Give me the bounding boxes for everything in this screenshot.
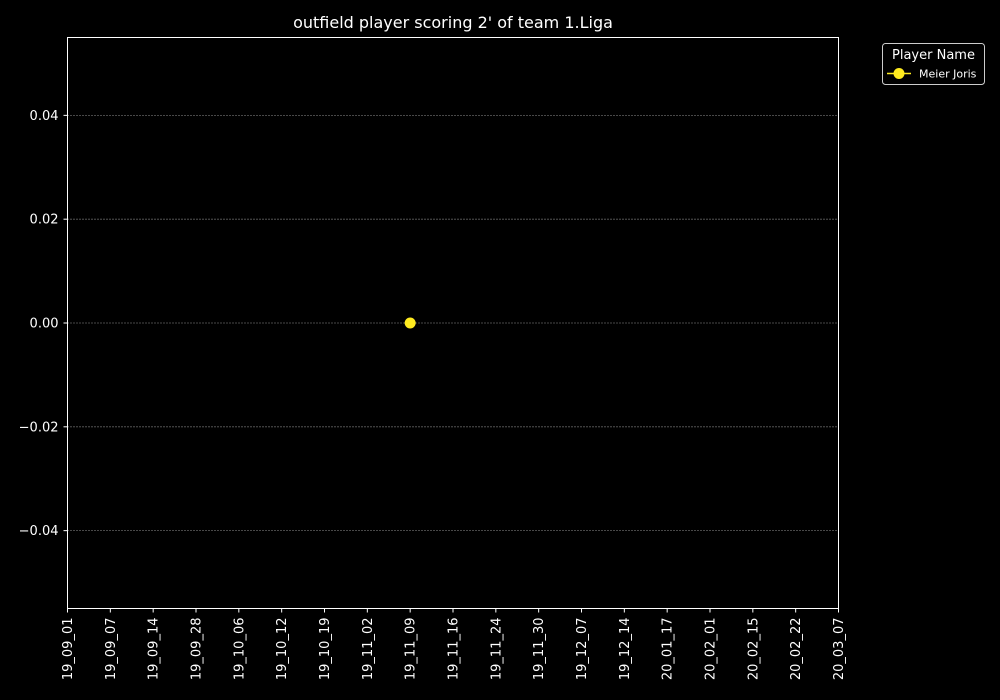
y-tick-label: −0.04 [19, 524, 59, 539]
x-tick-label: 19_09_07 [104, 618, 119, 681]
y-tick-label: 0.02 [30, 213, 59, 228]
x-tick-label: 19_09_14 [147, 618, 162, 681]
x-axis: 19_09_01 19_09_07 19_09_14 19_09_28 19_10_06… [61, 608, 847, 681]
x-tick-label: 20_02_01 [704, 618, 719, 681]
y-axis: 0.04 0.02 0.00 −0.02 −0.04 [19, 109, 68, 539]
x-tick-label: 19_11_02 [361, 618, 376, 681]
y-tick-label: −0.02 [19, 420, 59, 435]
x-tick-label: 20_02_15 [746, 618, 761, 681]
x-tick-label: 19_10_06 [232, 618, 247, 681]
x-tick-label: 19_10_12 [275, 618, 290, 681]
x-tick-label: 20_01_17 [661, 618, 676, 681]
y-tick-label: 0.00 [30, 317, 59, 332]
x-tick-label: 19_12_14 [618, 618, 633, 681]
legend-label-meier-joris: Meier Joris [919, 68, 977, 81]
x-tick-label: 19_09_28 [190, 618, 205, 681]
x-tick-label: 19_11_09 [404, 618, 419, 681]
x-tick-label: 19_10_19 [318, 618, 333, 681]
data-point [404, 317, 416, 329]
grid-layer [67, 114, 839, 532]
x-tick-label: 19_11_30 [532, 618, 547, 681]
x-tick-label: 19_09_01 [61, 618, 76, 681]
legend-marker-meier-joris [893, 68, 905, 79]
x-tick-label: 20_02_22 [789, 618, 804, 681]
y-tick-label: 0.04 [30, 109, 59, 124]
legend: Player Name Meier Joris [882, 43, 985, 85]
x-tick-label: 19_12_07 [575, 618, 590, 681]
x-tick-label: 20_03_07 [832, 618, 847, 681]
legend-title: Player Name [892, 48, 975, 63]
series-layer [404, 317, 416, 329]
chart-title: outfield player scoring 2' of team 1.Lig… [293, 13, 613, 32]
x-tick-label: 19_11_16 [447, 618, 462, 681]
x-tick-label: 19_11_24 [489, 618, 504, 681]
